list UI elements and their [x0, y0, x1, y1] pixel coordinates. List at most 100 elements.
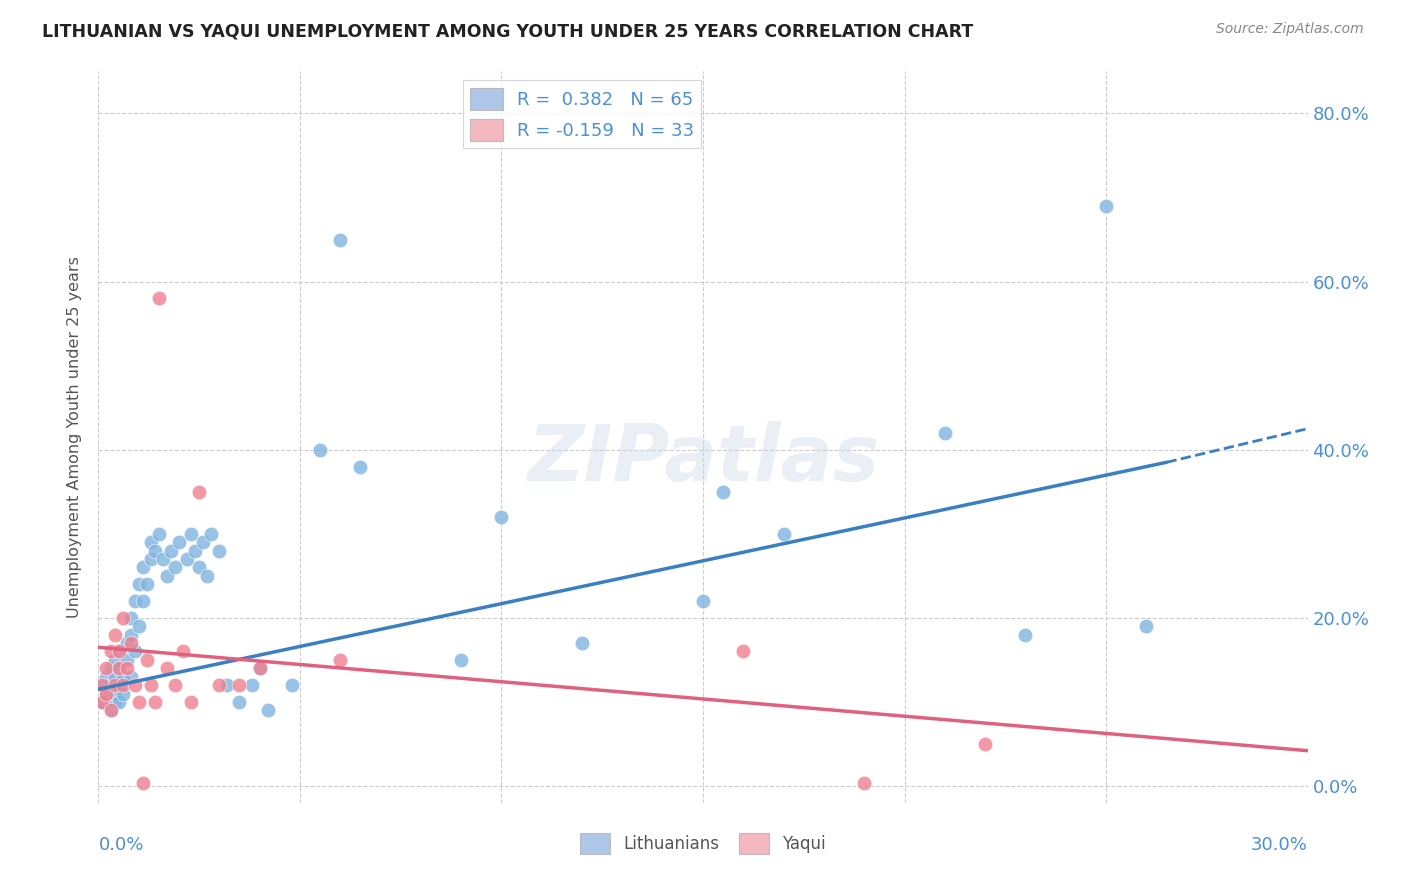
Text: 30.0%: 30.0% — [1251, 837, 1308, 855]
Point — [124, 644, 146, 658]
Point — [107, 695, 129, 709]
Point — [172, 644, 194, 658]
Point — [128, 619, 150, 633]
Point — [120, 611, 142, 625]
Point — [349, 459, 371, 474]
Point — [139, 552, 162, 566]
Point — [139, 678, 162, 692]
Point — [103, 678, 125, 692]
Point — [96, 661, 118, 675]
Point — [188, 560, 211, 574]
Point — [200, 526, 222, 541]
Point — [156, 569, 179, 583]
Point — [195, 569, 218, 583]
Point — [249, 661, 271, 675]
Point — [208, 678, 231, 692]
Point — [91, 678, 114, 692]
Point — [120, 636, 142, 650]
Point — [160, 543, 183, 558]
Point — [240, 678, 263, 692]
Point — [100, 678, 122, 692]
Point — [281, 678, 304, 692]
Point — [148, 526, 170, 541]
Point — [128, 577, 150, 591]
Point — [91, 695, 114, 709]
Point — [111, 611, 134, 625]
Point — [1135, 619, 1157, 633]
Point — [100, 703, 122, 717]
Point — [111, 670, 134, 684]
Point — [139, 535, 162, 549]
Point — [135, 577, 157, 591]
Point — [733, 644, 755, 658]
Point — [163, 678, 186, 692]
Point — [329, 233, 352, 247]
Point — [135, 653, 157, 667]
Point — [107, 661, 129, 675]
Point — [91, 678, 114, 692]
Text: ZIPatlas: ZIPatlas — [527, 421, 879, 497]
Point — [228, 695, 250, 709]
Text: 0.0%: 0.0% — [98, 837, 143, 855]
Point — [188, 484, 211, 499]
Point — [103, 686, 125, 700]
Point — [143, 695, 166, 709]
Point — [103, 653, 125, 667]
Point — [91, 695, 114, 709]
Point — [217, 678, 239, 692]
Point — [124, 594, 146, 608]
Legend: Lithuanians, Yaqui: Lithuanians, Yaqui — [574, 827, 832, 860]
Text: Source: ZipAtlas.com: Source: ZipAtlas.com — [1216, 22, 1364, 37]
Point — [132, 594, 155, 608]
Point — [184, 543, 207, 558]
Point — [148, 291, 170, 305]
Point — [107, 644, 129, 658]
Point — [115, 661, 138, 675]
Point — [934, 425, 956, 440]
Point — [107, 661, 129, 675]
Point — [132, 776, 155, 790]
Point — [96, 686, 118, 700]
Point — [329, 653, 352, 667]
Point — [491, 510, 513, 524]
Point — [176, 552, 198, 566]
Point — [152, 552, 174, 566]
Point — [132, 560, 155, 574]
Point — [124, 678, 146, 692]
Y-axis label: Unemployment Among Youth under 25 years: Unemployment Among Youth under 25 years — [67, 256, 83, 618]
Text: LITHUANIAN VS YAQUI UNEMPLOYMENT AMONG YOUTH UNDER 25 YEARS CORRELATION CHART: LITHUANIAN VS YAQUI UNEMPLOYMENT AMONG Y… — [42, 22, 973, 40]
Point — [111, 686, 134, 700]
Point — [167, 535, 190, 549]
Point — [143, 543, 166, 558]
Point — [450, 653, 472, 667]
Point — [96, 670, 118, 684]
Point — [180, 526, 202, 541]
Point — [853, 776, 876, 790]
Point — [128, 695, 150, 709]
Point — [180, 695, 202, 709]
Point — [193, 535, 215, 549]
Point — [249, 661, 271, 675]
Point — [100, 661, 122, 675]
Point — [120, 670, 142, 684]
Point — [100, 703, 122, 717]
Point — [111, 678, 134, 692]
Point — [974, 737, 997, 751]
Point — [103, 627, 125, 641]
Point — [107, 678, 129, 692]
Point — [115, 653, 138, 667]
Point — [156, 661, 179, 675]
Point — [103, 695, 125, 709]
Point — [256, 703, 278, 717]
Point — [228, 678, 250, 692]
Point — [571, 636, 593, 650]
Point — [163, 560, 186, 574]
Point — [100, 644, 122, 658]
Point — [115, 636, 138, 650]
Point — [692, 594, 714, 608]
Point — [711, 484, 734, 499]
Point — [120, 627, 142, 641]
Point — [96, 686, 118, 700]
Point — [1095, 199, 1118, 213]
Point — [103, 670, 125, 684]
